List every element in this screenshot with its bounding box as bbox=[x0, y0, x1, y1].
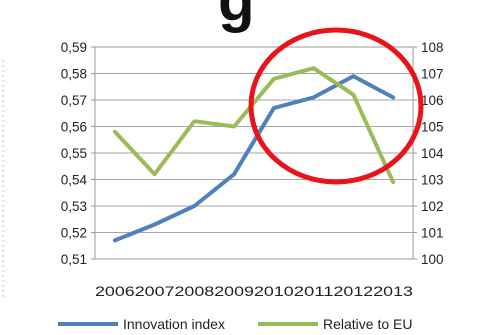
left-tick-label: 0,52 bbox=[61, 226, 87, 241]
right-tick-label: 107 bbox=[421, 67, 444, 82]
left-tick-label: 0,53 bbox=[61, 199, 87, 214]
x-tick-label: 2013 bbox=[373, 284, 413, 299]
series-line-innovation-index bbox=[112, 74, 396, 243]
legend-label-innovation-index: Innovation index bbox=[123, 316, 225, 332]
x-tick-label: 2007 bbox=[135, 284, 175, 299]
left-tick-label: 0,51 bbox=[61, 252, 87, 267]
right-tick-label: 108 bbox=[421, 40, 444, 55]
series-line-relative-to-eu bbox=[112, 66, 396, 185]
x-tick-label: 2011 bbox=[294, 284, 334, 299]
right-tick-label: 100 bbox=[421, 252, 444, 267]
x-tick-label: 2008 bbox=[175, 284, 215, 299]
left-tick-label: 0,57 bbox=[61, 93, 87, 108]
right-tick-label: 104 bbox=[421, 146, 444, 161]
right-tick-label: 101 bbox=[421, 226, 444, 241]
legend: Innovation index Relative to EU bbox=[58, 316, 412, 332]
right-tick-label: 106 bbox=[421, 93, 444, 108]
left-tick-label: 0,55 bbox=[61, 146, 87, 161]
left-tick-label: 0,59 bbox=[61, 40, 87, 55]
title-fragment: g bbox=[218, 0, 255, 33]
right-axis-ticks: 108 107 106 105 104 103 102 101 100 bbox=[413, 40, 444, 267]
x-tick-label: 2006 bbox=[95, 284, 135, 299]
left-axis-ticks: 0,59 0,58 0,57 0,56 0,55 0,54 0,53 0,52 0,51 bbox=[61, 40, 95, 267]
x-tick-label: 2009 bbox=[214, 284, 254, 299]
x-tick-label: 2012 bbox=[334, 284, 374, 299]
right-tick-label: 105 bbox=[421, 120, 444, 135]
x-tick-label: 2010 bbox=[254, 284, 294, 299]
series-lines bbox=[112, 66, 396, 243]
right-tick-label: 103 bbox=[421, 173, 444, 188]
left-tick-label: 0,54 bbox=[61, 173, 88, 188]
annotation-circle bbox=[248, 27, 424, 185]
right-tick-label: 102 bbox=[421, 199, 444, 214]
left-tick-label: 0,58 bbox=[61, 67, 87, 82]
legend-label-relative-to-eu: Relative to EU bbox=[323, 316, 412, 332]
left-tick-label: 0,56 bbox=[61, 120, 87, 135]
x-axis-ticks: 2006 2007 2008 2009 2010 2011 2012 2013 bbox=[95, 284, 413, 299]
